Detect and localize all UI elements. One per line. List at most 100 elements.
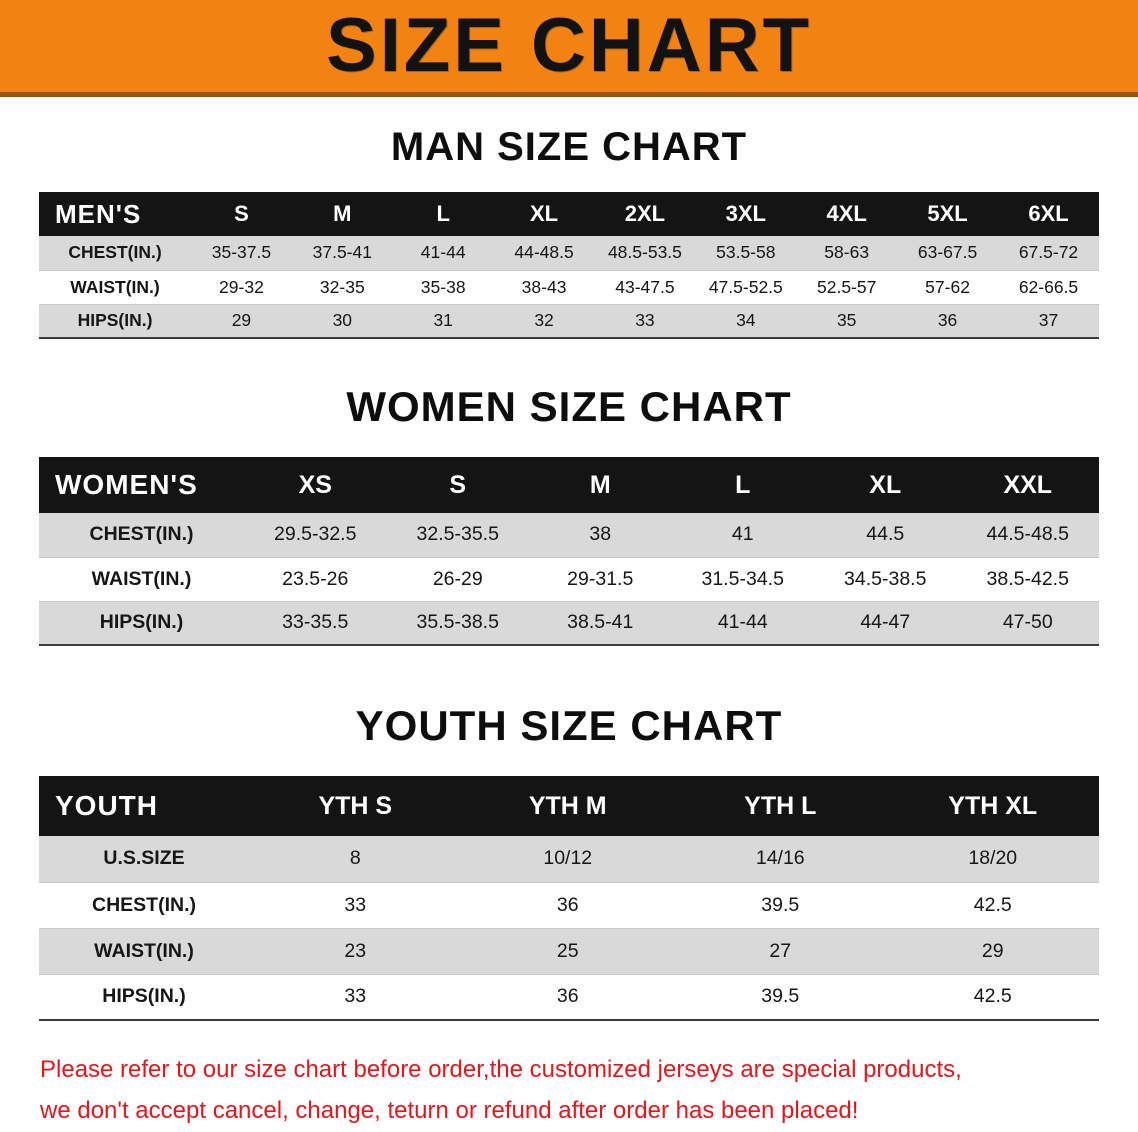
measurement-label: CHEST(IN.)	[89, 523, 194, 546]
measurement-label: CHEST(IN.)	[92, 893, 196, 916]
table-row: WAIST(IN.) 29-32 32-35 35-38 38-43 43-47.5 47.…	[39, 270, 1099, 304]
table-row: WAIST(IN.) 23.5-26 26-29 29-31.5 31.5-34.5 34…	[39, 557, 1099, 601]
size-value-cell: 44-48.5	[514, 242, 574, 263]
size-value-cell: 41	[731, 523, 754, 546]
size-column-header: S	[191, 192, 292, 236]
size-value-cell: 23	[344, 939, 367, 962]
size-value-cell: 14/16	[755, 847, 805, 870]
size-value-cell: 44.5	[866, 523, 905, 546]
size-value-cell: 37	[1038, 310, 1059, 331]
size-value-cell: 33-35.5	[282, 611, 349, 634]
size-value-cell: 62-66.5	[1018, 276, 1079, 297]
size-value-cell: 33	[344, 893, 367, 916]
table-title-cell: MEN'S	[39, 192, 191, 236]
size-value-cell: 29	[981, 939, 1004, 962]
table-header-row: MEN'S S M L XL 2XL 3XL 4XL 5XL 6XL	[39, 192, 1099, 236]
size-value-cell: 48.5-53.5	[607, 242, 682, 263]
size-column-header: XXL	[956, 457, 1099, 513]
size-value-cell: 38.5-42.5	[986, 567, 1069, 590]
size-value-cell: 38	[589, 523, 612, 546]
size-value-cell: 29	[231, 310, 252, 331]
size-value-cell: 33	[344, 985, 367, 1008]
table-row: HIPS(IN.) 33 36 39.5 42.5	[39, 974, 1099, 1020]
size-value-cell: 30	[332, 310, 353, 331]
size-column-header: YTH XL	[886, 776, 1099, 836]
size-value-cell: 37.5-41	[312, 242, 372, 263]
table-row: HIPS(IN.) 29 30 31 32 33 34 35 36 37	[39, 304, 1099, 338]
size-column-header: YTH L	[674, 776, 887, 836]
size-value-cell: 32-35	[319, 276, 365, 297]
table-row: CHEST(IN.) 29.5-32.5 32.5-35.5 38 41 44.5 44.5…	[39, 513, 1099, 557]
women-chart-heading: WOMEN SIZE CHART	[346, 383, 792, 430]
table-row: CHEST(IN.) 35-37.5 37.5-41 41-44 44-48.5 48.5…	[39, 236, 1099, 270]
size-column-header: XL	[814, 457, 957, 513]
size-column-header: XL	[493, 192, 595, 236]
size-value-cell: 18/20	[968, 847, 1018, 870]
size-value-cell: 10/12	[543, 847, 593, 870]
size-value-cell: 47-50	[1002, 611, 1053, 634]
table-header-row: YOUTH YTH S YTH M YTH L YTH XL	[39, 776, 1099, 836]
table-row: CHEST(IN.) 33 36 39.5 42.5	[39, 882, 1099, 928]
size-column-header: YTH S	[249, 776, 462, 836]
size-value-cell: 27	[769, 939, 792, 962]
size-value-cell: 29-31.5	[567, 567, 634, 590]
size-column-header: XS	[244, 457, 387, 513]
size-value-cell: 34.5-38.5	[844, 567, 927, 590]
table-header-row: WOMEN'S XS S M L XL XXL	[39, 457, 1099, 513]
size-value-cell: 41-44	[420, 242, 466, 263]
size-value-cell: 58-63	[824, 242, 870, 263]
page-title: SIZE CHART	[326, 3, 812, 88]
measurement-label: CHEST(IN.)	[68, 242, 162, 263]
size-column-header: L	[392, 192, 494, 236]
size-value-cell: 38-43	[521, 276, 567, 297]
measurement-label: HIPS(IN.)	[77, 310, 153, 331]
size-column-header: 3XL	[695, 192, 797, 236]
size-value-cell: 36	[937, 310, 958, 331]
youth-chart-heading: YOUTH SIZE CHART	[355, 702, 783, 749]
size-column-header: 4XL	[796, 192, 898, 236]
size-column-header: M	[529, 457, 672, 513]
measurement-label: HIPS(IN.)	[99, 611, 184, 634]
size-column-header: 6XL	[998, 192, 1099, 236]
size-value-cell: 39.5	[761, 893, 800, 916]
size-column-header: M	[291, 192, 393, 236]
size-value-cell: 44-47	[860, 611, 911, 634]
size-value-cell: 34	[736, 310, 756, 331]
measurement-label: WAIST(IN.)	[91, 567, 192, 590]
men-size-section: MAN SIZE CHART MEN'S S M L XL 2XL 3XL 4XL 5XL 6XL…	[0, 125, 1138, 339]
size-value-cell: 47.5-52.5	[708, 276, 783, 297]
size-value-cell: 67.5-72	[1018, 242, 1079, 263]
youth-size-section: YOUTH SIZE CHART YOUTH YTH S YTH M YTH L YTH…	[0, 702, 1138, 1021]
women-size-table: WOMEN'S XS S M L XL XXL CHEST(IN.) 29.5-32.5 32.5…	[39, 457, 1099, 646]
size-value-cell: 29.5-32.5	[274, 523, 357, 546]
size-value-cell: 32	[534, 310, 554, 331]
youth-size-table: YOUTH YTH S YTH M YTH L YTH XL U.S.SIZE 8 10/12…	[39, 776, 1099, 1021]
men-size-table: MEN'S S M L XL 2XL 3XL 4XL 5XL 6XL CHEST(IN.) 35-37…	[39, 192, 1099, 339]
size-column-header: L	[671, 457, 814, 513]
size-value-cell: 36	[556, 893, 579, 916]
measurement-label: U.S.SIZE	[103, 847, 185, 870]
women-size-section: WOMEN SIZE CHART WOMEN'S XS S M L XL XXL CHEST(…	[0, 383, 1138, 646]
size-column-header: 5XL	[897, 192, 998, 236]
size-value-cell: 32.5-35.5	[416, 523, 499, 546]
size-value-cell: 33	[635, 310, 655, 331]
size-value-cell: 29-32	[219, 276, 264, 297]
men-chart-heading: MAN SIZE CHART	[390, 125, 748, 169]
disclaimer-line-2: we don't accept cancel, change, teturn o…	[40, 1097, 859, 1125]
size-value-cell: 35.5-38.5	[416, 611, 499, 634]
size-value-cell: 35	[836, 310, 857, 331]
size-value-cell: 38.5-41	[567, 611, 634, 634]
measurement-label: HIPS(IN.)	[102, 985, 186, 1008]
size-value-cell: 44.5-48.5	[986, 523, 1069, 546]
size-value-cell: 43-47.5	[615, 276, 675, 297]
disclaimer: Please refer to our size chart before or…	[0, 1051, 1138, 1129]
size-value-cell: 39.5	[761, 985, 800, 1008]
table-row: U.S.SIZE 8 10/12 14/16 18/20	[39, 836, 1099, 882]
size-value-cell: 36	[556, 985, 579, 1008]
banner: SIZE CHART	[0, 0, 1138, 97]
size-value-cell: 35-38	[420, 276, 466, 297]
size-value-cell: 35-37.5	[211, 242, 272, 263]
size-value-cell: 26-29	[432, 567, 483, 590]
measurement-label: WAIST(IN.)	[94, 939, 194, 962]
size-value-cell: 31.5-34.5	[701, 567, 784, 590]
